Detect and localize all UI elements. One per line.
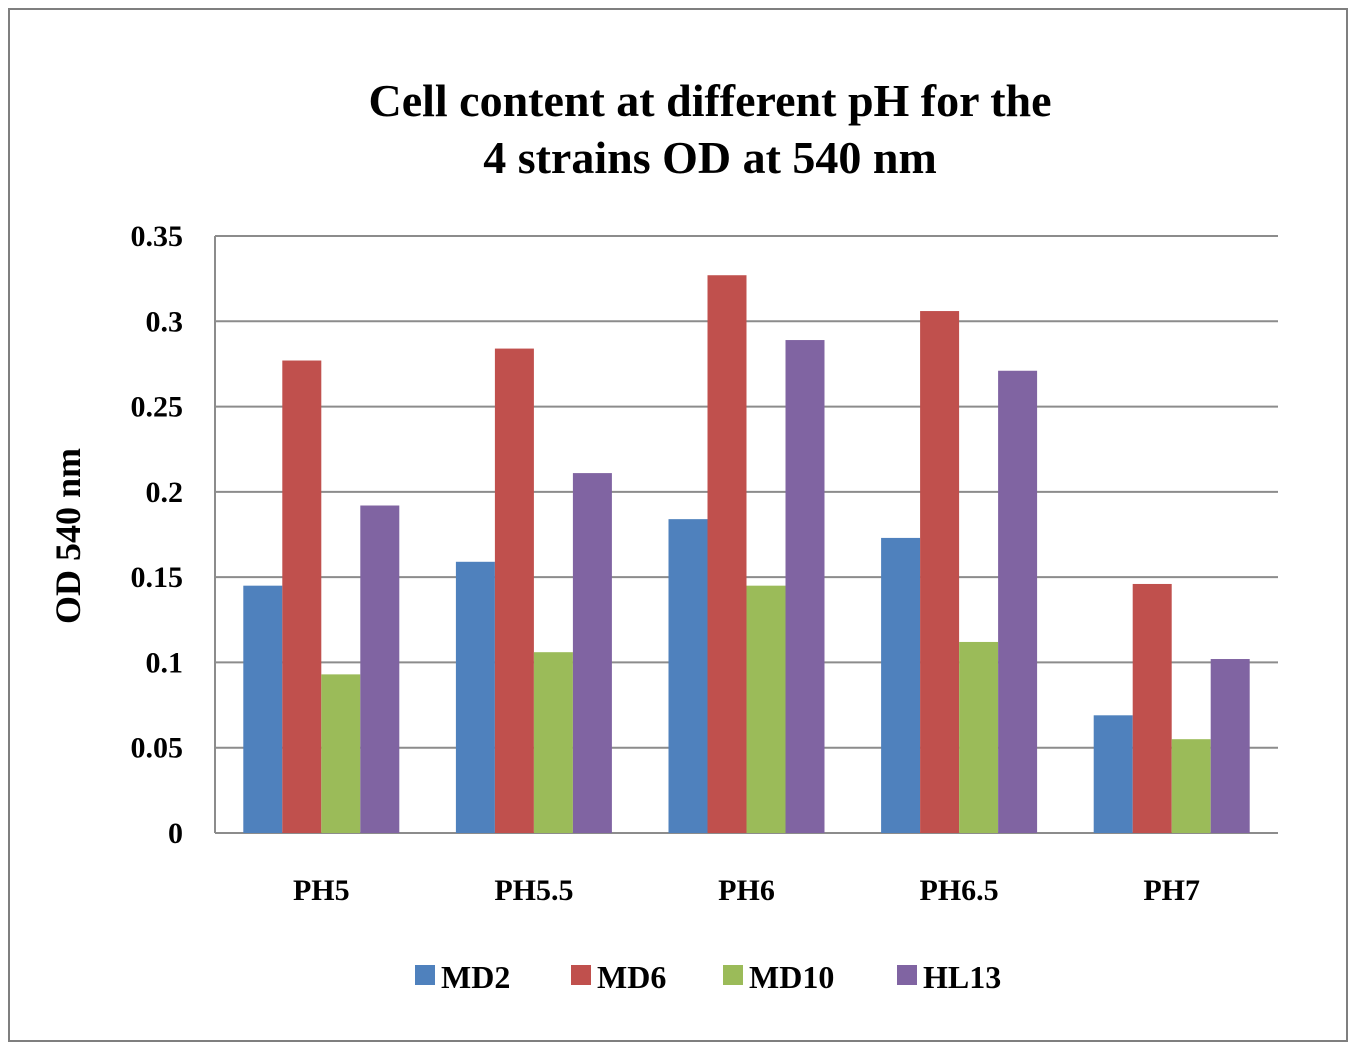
x-tick-label: PH6.5 (920, 874, 999, 907)
x-tick-label: PH5 (293, 874, 350, 907)
bar-md6-ph5_5 (494, 348, 534, 833)
bar-md10-ph6_5 (959, 641, 999, 833)
y-axis-label: OD 540 nm (48, 448, 88, 624)
chart-title-line-2: 4 strains OD at 540 nm (483, 132, 937, 183)
bar-md6-ph5 (282, 360, 322, 833)
legend-swatch-hl13 (897, 965, 917, 985)
legend-label-md2: MD2 (441, 959, 510, 995)
bar-md10-ph6 (746, 585, 786, 833)
bar-md2-ph6_5 (881, 537, 921, 833)
bar-md10-ph5_5 (533, 652, 573, 833)
bar-hl13-ph6_5 (998, 370, 1038, 833)
legend-swatch-md2 (415, 965, 435, 985)
x-tick-labels: PH5 PH5.5 PH6 PH6.5 PH7 (293, 874, 1200, 907)
legend: MD2 MD6 MD10 HL13 (415, 959, 1001, 995)
legend-label-md6: MD6 (597, 959, 666, 995)
bar-md2-ph5_5 (455, 561, 495, 833)
x-tick-label: PH5.5 (494, 874, 573, 907)
bar-md10-ph7 (1171, 739, 1211, 833)
bar-md2-ph5 (243, 585, 283, 833)
bars (243, 275, 1250, 834)
bar-md2-ph7 (1093, 715, 1133, 833)
bar-md10-ph5 (321, 674, 361, 833)
x-tick-label: PH7 (1143, 874, 1200, 907)
x-tick-label: PH6 (718, 874, 775, 907)
bar-md2-ph6 (668, 519, 708, 833)
y-tick-label: 0.35 (131, 220, 184, 253)
legend-swatch-md10 (723, 965, 743, 985)
bar-hl13-ph7 (1210, 659, 1250, 833)
bar-hl13-ph5_5 (572, 473, 612, 833)
bar-md6-ph6_5 (920, 311, 960, 834)
y-tick-label: 0.15 (131, 561, 184, 594)
y-tick-label: 0.25 (131, 391, 184, 424)
y-tick-label: 0.05 (131, 732, 184, 765)
y-tick-label: 0.2 (146, 476, 184, 509)
legend-label-hl13: HL13 (923, 959, 1001, 995)
y-tick-label: 0 (168, 817, 183, 850)
y-tick-labels: 0 0.05 0.1 0.15 0.2 0.25 0.3 0.35 (131, 220, 184, 850)
bar-hl13-ph6 (785, 340, 825, 833)
bar-md6-ph6 (707, 275, 747, 833)
y-tick-label: 0.1 (146, 646, 184, 679)
legend-swatch-md6 (571, 965, 591, 985)
bar-md6-ph7 (1132, 583, 1172, 833)
y-tick-label: 0.3 (146, 305, 184, 338)
chart-title-line-1: Cell content at different pH for the (368, 75, 1051, 126)
legend-label-md10: MD10 (749, 959, 834, 995)
bar-hl13-ph5 (360, 505, 400, 833)
